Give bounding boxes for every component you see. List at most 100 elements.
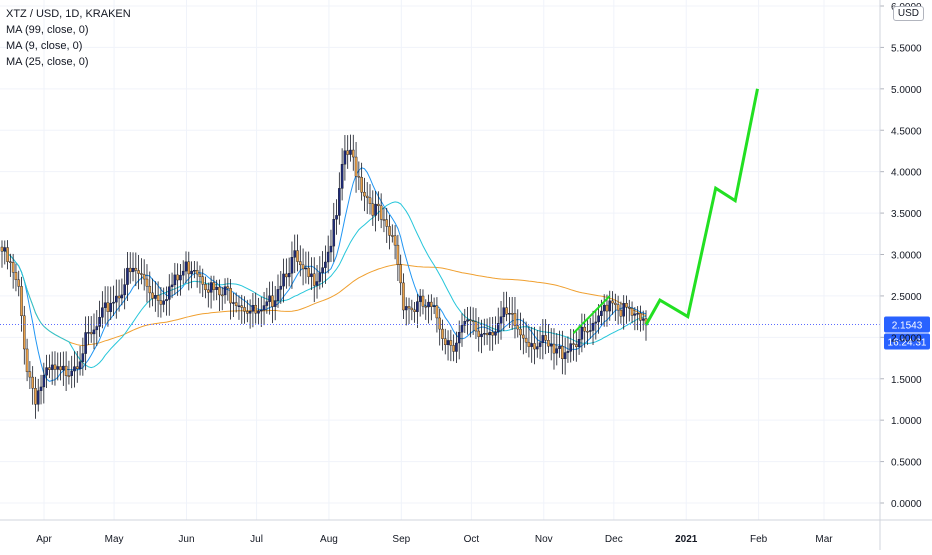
candle-body (508, 313, 511, 315)
candle-body (340, 163, 344, 189)
candle-body (393, 235, 397, 246)
candle-body (36, 390, 40, 405)
candle-body (616, 304, 620, 311)
candle-body (407, 306, 411, 309)
candle-body (3, 247, 7, 252)
candle-body (9, 261, 12, 263)
candle-body (212, 282, 216, 290)
x-tick-label: Mar (815, 534, 833, 545)
candle-body (117, 295, 121, 299)
candle-body (251, 305, 255, 312)
candle-body (418, 295, 422, 302)
candle-body (566, 351, 570, 353)
candle-body (20, 286, 23, 317)
price-label-badge[interactable]: 2.1543 (884, 316, 930, 333)
candle-body (561, 345, 564, 360)
candle-body (377, 203, 380, 207)
candle-body (326, 251, 330, 263)
candle-body (544, 335, 547, 341)
candle-body (627, 306, 631, 309)
candle-body (499, 316, 503, 324)
candle-body (193, 270, 196, 272)
candle-body (109, 302, 113, 312)
candle-body (494, 331, 497, 336)
candle-body (535, 346, 539, 350)
candle-body (351, 149, 355, 158)
candle-body (131, 267, 135, 273)
y-tick-label: 3.0000 (891, 251, 922, 262)
candle-body (519, 328, 522, 336)
currency-selector[interactable]: USD (892, 6, 924, 21)
y-tick-label: 5.0000 (891, 85, 922, 96)
x-tick-label: Sep (392, 534, 410, 545)
candle-body (619, 309, 623, 317)
candle-body (140, 273, 143, 275)
price-label-text: 2.1543 (892, 321, 923, 332)
candle-body (179, 274, 182, 281)
countdown-bg (884, 333, 930, 350)
candle-body (505, 307, 508, 315)
y-tick-label: 3.5000 (891, 209, 922, 220)
x-tick-label: Jun (178, 534, 194, 545)
countdown-text: 16:24:31 (888, 338, 927, 349)
candle-body (335, 215, 338, 220)
candle-body (463, 321, 467, 326)
candle-body (273, 300, 277, 307)
candle-body (471, 320, 475, 323)
candle-body (45, 367, 48, 376)
candle-body (296, 250, 299, 262)
candle-body (446, 340, 450, 346)
candle-body (349, 149, 352, 155)
candle-body (530, 343, 533, 347)
candle-body (240, 305, 244, 308)
candle-body (165, 299, 168, 302)
candle-body (48, 367, 51, 370)
symbol-title: XTZ / USD, 1D, KRAKEN (6, 8, 131, 20)
candle-body (134, 267, 138, 271)
indicator-ma-9[interactable]: MA (9, close, 0) (6, 40, 83, 52)
candle-body (630, 308, 634, 316)
candle-body (602, 304, 606, 312)
candle-body (299, 261, 302, 266)
indicator-ma-99[interactable]: MA (99, close, 0) (6, 24, 89, 36)
candle-body (533, 343, 536, 350)
candle-body (312, 273, 316, 286)
candle-body (413, 309, 416, 312)
candle-body (142, 274, 146, 280)
candle-body (181, 270, 185, 276)
candle-body (59, 366, 62, 371)
candle-body (396, 244, 400, 265)
indicator-ma-25[interactable]: MA (25, close, 0) (6, 56, 89, 68)
candle-body (92, 329, 96, 335)
candle-body (248, 311, 252, 314)
candle-body (360, 177, 363, 193)
candle-body (379, 205, 383, 220)
candle-body (268, 295, 271, 302)
candle-body (558, 345, 561, 349)
candle-body (382, 219, 386, 221)
candle-body (204, 284, 207, 291)
candle-body (580, 326, 584, 340)
candle-body (28, 371, 32, 378)
candle-body (547, 340, 550, 347)
candle-body (145, 278, 149, 287)
candle-body (159, 300, 163, 305)
candle-body (0, 246, 4, 252)
candle-body (633, 313, 637, 316)
y-tick-label: 4.5000 (891, 126, 922, 137)
candle-body (410, 307, 414, 311)
y-tick-label: 5.5000 (891, 43, 922, 54)
candle-body (87, 332, 90, 334)
candle-body (583, 326, 586, 332)
candle-body (128, 267, 132, 273)
candle-body (600, 310, 603, 316)
candle-body (73, 366, 76, 372)
candle-body (449, 340, 453, 346)
candle-body (207, 289, 210, 293)
x-tick-label: 2021 (675, 534, 698, 545)
candle-body (265, 301, 269, 306)
candle-body (103, 302, 107, 308)
candle-body (321, 267, 324, 273)
